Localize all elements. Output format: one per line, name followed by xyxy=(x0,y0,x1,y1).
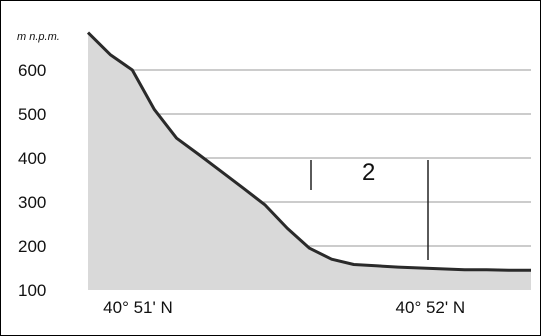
y-tick-label-100: 100 xyxy=(18,281,46,300)
x-axis-ticks: 40° 51' N 40° 52' N xyxy=(103,298,465,317)
section-annotation: 2 xyxy=(310,159,429,260)
y-axis-ticks: 100 200 300 400 500 600 xyxy=(18,61,46,300)
y-tick-label-300: 300 xyxy=(18,193,46,212)
profile-area xyxy=(88,32,531,290)
profile-line xyxy=(86,31,531,272)
profile-area-group xyxy=(86,31,531,290)
section-label: 2 xyxy=(362,159,375,186)
y-tick-label-600: 600 xyxy=(18,61,46,80)
x-tick-label-1: 40° 51' N xyxy=(103,298,173,317)
y-tick-label-200: 200 xyxy=(18,237,46,256)
x-tick-label-2: 40° 52' N xyxy=(396,298,466,317)
y-tick-label-500: 500 xyxy=(18,105,46,124)
y-tick-label-400: 400 xyxy=(18,149,46,168)
y-axis-unit-label: m n.p.m. xyxy=(17,31,60,43)
